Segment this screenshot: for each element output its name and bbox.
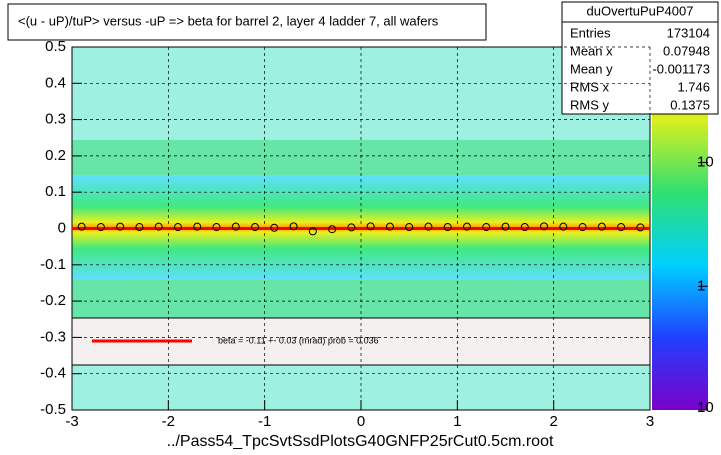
profile-point [424, 222, 433, 231]
legend-text: beta = -0.11 +- 0.03 (mrad) prob = 0.036 [218, 335, 379, 345]
x-tick-label: 1 [453, 413, 461, 430]
stats-value: -0.001173 [652, 61, 710, 76]
y-tick-label: -0.3 [40, 328, 66, 345]
x-label: ../Pass54_TpcSvtSsdPlotsG40GNFP25rCut0.5… [167, 433, 554, 450]
stats-value: 0.07948 [663, 43, 710, 58]
profile-point [347, 223, 356, 232]
profile-point [308, 227, 317, 236]
profile-point [482, 223, 491, 232]
profile-point [289, 222, 298, 231]
y-tick-label: -0.2 [40, 292, 66, 309]
z-tick-label: 10 [697, 154, 714, 171]
profile-point [501, 222, 510, 231]
z-tick-label: 10 [697, 399, 714, 416]
y-tick-label: 0.4 [45, 74, 66, 91]
x-tick-label: 0 [357, 413, 365, 430]
profile-point [212, 223, 221, 232]
y-tick-label: 0.2 [45, 147, 66, 164]
y-tick-label: 0.5 [45, 38, 66, 55]
x-tick-label: -3 [65, 413, 78, 430]
stats-title: duOvertuPuP4007 [587, 3, 694, 18]
profile-point [540, 222, 549, 231]
profile-point [193, 222, 202, 231]
profile-point [173, 223, 182, 232]
z-tick-label: 1 [697, 277, 705, 294]
profile-point [135, 223, 144, 232]
profile-point [270, 223, 279, 232]
title: <(u - uP)/tuP> versus -uP => beta for ba… [18, 13, 439, 28]
stats-box [561, 1, 719, 115]
profile-point [617, 223, 626, 232]
x-tick-label: 3 [646, 413, 654, 430]
stats-label: Entries [570, 25, 611, 40]
x-tick-label: -1 [258, 413, 271, 430]
stats-label: Mean x [570, 43, 613, 58]
stats-label: RMS y [570, 97, 610, 112]
profile-point [597, 222, 606, 231]
y-tick-label: -0.1 [40, 256, 66, 273]
profile-point [405, 223, 414, 232]
stats-label: Mean y [570, 61, 613, 76]
title-box [7, 3, 487, 41]
stats-value: 1.746 [677, 79, 710, 94]
profile-point [96, 223, 105, 232]
y-tick-label: 0.3 [45, 111, 66, 128]
profile-point [328, 225, 337, 234]
stats-value: 173104 [667, 25, 710, 40]
profile-point [116, 222, 125, 231]
profile-point [520, 223, 529, 232]
profile-point [366, 222, 375, 231]
profile-point [578, 223, 587, 232]
profile-point [385, 222, 394, 231]
profile-point [231, 222, 240, 231]
profile-point [77, 222, 86, 231]
profile-point [251, 223, 260, 232]
profile-point [636, 223, 645, 232]
stats-value: 0.1375 [670, 97, 710, 112]
y-tick-label: 0 [58, 219, 66, 236]
profile-point [559, 222, 568, 231]
x-tick-label: 2 [549, 413, 557, 430]
y-tick-label: -0.5 [40, 401, 66, 418]
profile-point [443, 223, 452, 232]
y-tick-label: 0.1 [45, 183, 66, 200]
profile-point [462, 222, 471, 231]
x-tick-label: -2 [162, 413, 175, 430]
y-tick-label: -0.4 [40, 365, 66, 382]
profile-point [154, 222, 163, 231]
stats-label: RMS x [570, 79, 610, 94]
